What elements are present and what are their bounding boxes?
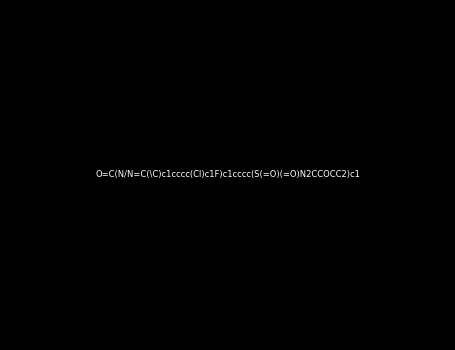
Text: O=C(N/N=C(\C)c1cccc(Cl)c1F)c1cccc(S(=O)(=O)N2CCOCC2)c1: O=C(N/N=C(\C)c1cccc(Cl)c1F)c1cccc(S(=O)(…: [95, 170, 360, 180]
